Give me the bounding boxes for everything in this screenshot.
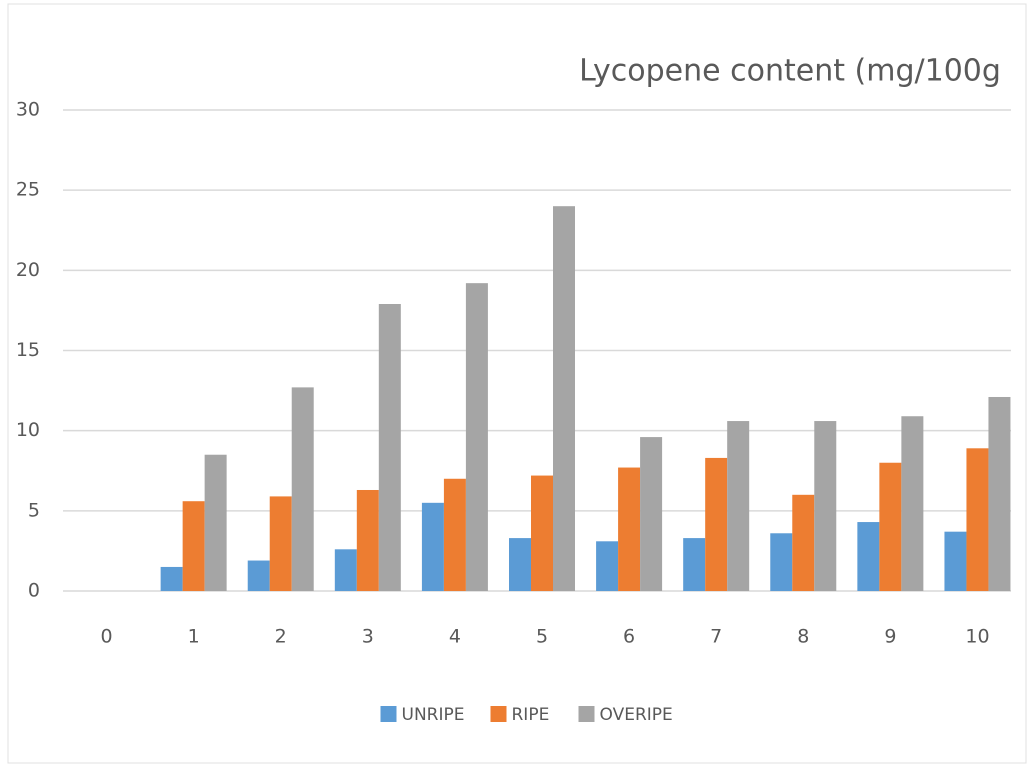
bar	[291, 387, 314, 591]
bar	[269, 496, 292, 591]
bar	[465, 283, 488, 591]
legend-label: OVERIPE	[600, 705, 673, 725]
y-tick-label: 15	[16, 339, 40, 361]
bar	[988, 396, 1011, 591]
bar	[356, 489, 379, 591]
x-tick-label: 2	[275, 626, 287, 648]
y-tick-label: 20	[16, 259, 40, 281]
y-tick-label: 5	[28, 499, 40, 521]
x-tick-label: 4	[449, 626, 461, 648]
bar	[378, 304, 401, 591]
x-tick-label: 6	[623, 626, 635, 648]
bar	[531, 475, 553, 591]
y-tick-label: 30	[16, 99, 40, 121]
x-tick-label: 8	[797, 626, 809, 648]
bar	[160, 566, 183, 591]
bar	[727, 421, 750, 591]
x-tick-label: 3	[362, 626, 374, 648]
x-tick-label: 1	[188, 626, 200, 648]
bar	[443, 478, 466, 591]
legend-swatch	[490, 706, 507, 722]
legend-swatch	[578, 706, 595, 722]
chart-title: Lycopene content (mg/100g	[579, 54, 1001, 89]
bar	[509, 538, 531, 591]
legend-label: UNRIPE	[402, 705, 465, 725]
bar	[683, 538, 706, 591]
y-tick-label: 25	[16, 179, 40, 201]
bar	[944, 531, 967, 591]
bar	[705, 457, 728, 591]
y-tick-label: 10	[16, 419, 40, 441]
bar	[618, 467, 641, 591]
bar	[334, 549, 357, 591]
chart-frame	[7, 3, 1027, 764]
bar	[814, 421, 837, 591]
bar	[770, 533, 793, 591]
bar	[596, 541, 619, 591]
x-tick-label: 7	[710, 626, 722, 648]
bar	[879, 462, 902, 591]
x-tick-label: 10	[965, 626, 989, 648]
bar	[640, 437, 663, 591]
bar	[901, 416, 924, 591]
x-tick-label: 0	[100, 626, 112, 648]
bar	[182, 501, 205, 591]
x-tick-label: 5	[536, 626, 548, 648]
y-tick-label: 0	[28, 580, 40, 602]
bar	[857, 522, 880, 591]
bar	[966, 448, 989, 591]
bar	[247, 560, 270, 591]
bar	[421, 502, 444, 591]
legend-swatch	[380, 706, 397, 722]
legend-label: RIPE	[512, 705, 550, 725]
bar	[792, 494, 815, 591]
bar	[204, 454, 227, 591]
bar	[553, 206, 575, 591]
x-tick-label: 9	[884, 626, 896, 648]
